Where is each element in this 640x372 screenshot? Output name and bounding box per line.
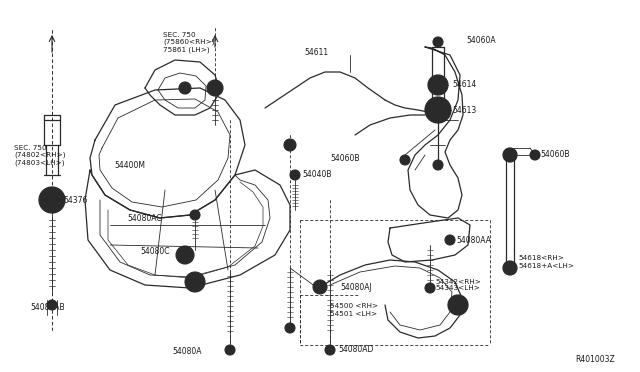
Circle shape [505, 150, 515, 160]
Circle shape [287, 142, 293, 148]
Circle shape [325, 345, 335, 355]
Circle shape [436, 40, 440, 44]
Text: 54080A: 54080A [172, 347, 202, 356]
Text: SEC. 750
(74802<RH>)
(74803<LH>): SEC. 750 (74802<RH>) (74803<LH>) [14, 144, 65, 166]
Circle shape [530, 150, 540, 160]
Circle shape [317, 284, 323, 290]
Circle shape [50, 303, 54, 307]
Circle shape [433, 160, 443, 170]
Circle shape [50, 198, 54, 202]
Text: R401003Z: R401003Z [575, 356, 615, 365]
Circle shape [191, 278, 199, 286]
Text: 54611: 54611 [304, 48, 328, 57]
Text: 54614: 54614 [452, 80, 476, 89]
Circle shape [193, 213, 197, 217]
Text: 54080AJ: 54080AJ [340, 283, 372, 292]
Circle shape [212, 85, 218, 91]
Text: 54060A: 54060A [466, 35, 495, 45]
Text: 54080C: 54080C [140, 247, 170, 257]
Text: 54500 <RH>
54501 <LH>: 54500 <RH> 54501 <LH> [330, 304, 378, 317]
Circle shape [425, 97, 451, 123]
Circle shape [288, 326, 292, 330]
Circle shape [428, 75, 448, 95]
Circle shape [503, 148, 517, 162]
Circle shape [190, 210, 200, 220]
Circle shape [448, 295, 468, 315]
Text: 54613: 54613 [452, 106, 476, 115]
Circle shape [432, 104, 444, 116]
Text: 54080AB: 54080AB [30, 302, 65, 311]
Circle shape [448, 238, 452, 242]
Circle shape [400, 155, 410, 165]
Circle shape [508, 153, 512, 157]
Circle shape [39, 187, 65, 213]
Circle shape [292, 173, 298, 177]
Circle shape [207, 80, 223, 96]
Circle shape [433, 80, 443, 90]
Circle shape [228, 348, 232, 352]
Text: 54618<RH>
54618+A<LH>: 54618<RH> 54618+A<LH> [518, 256, 574, 269]
Circle shape [225, 345, 235, 355]
Circle shape [47, 300, 57, 310]
Circle shape [313, 280, 327, 294]
Circle shape [47, 195, 57, 205]
Circle shape [181, 251, 189, 259]
Circle shape [179, 82, 191, 94]
Circle shape [176, 246, 194, 264]
Circle shape [328, 348, 332, 352]
Text: 54040B: 54040B [302, 170, 332, 179]
Text: 54060B: 54060B [540, 150, 570, 158]
Text: 54080AC: 54080AC [127, 214, 162, 222]
Circle shape [403, 158, 407, 162]
Circle shape [183, 253, 187, 257]
Text: 54400M: 54400M [114, 160, 145, 170]
Circle shape [193, 280, 197, 284]
Circle shape [185, 272, 205, 292]
Text: 54060B: 54060B [330, 154, 360, 163]
Circle shape [436, 163, 440, 167]
Circle shape [445, 235, 455, 245]
Circle shape [533, 153, 537, 157]
Circle shape [425, 283, 435, 293]
Circle shape [284, 139, 296, 151]
Text: 54080AA: 54080AA [456, 235, 491, 244]
Text: 54376: 54376 [63, 196, 88, 205]
Circle shape [453, 300, 463, 310]
Circle shape [428, 286, 432, 290]
Circle shape [290, 170, 300, 180]
Circle shape [503, 261, 517, 275]
Text: 54342<RH>
54343<LH>: 54342<RH> 54343<LH> [435, 279, 481, 292]
Circle shape [285, 323, 295, 333]
Text: SEC. 750
(75860<RH>)
75861 (LH>): SEC. 750 (75860<RH>) 75861 (LH>) [163, 32, 214, 52]
Circle shape [433, 37, 443, 47]
Circle shape [182, 85, 188, 91]
Text: 54080AD: 54080AD [338, 346, 373, 355]
